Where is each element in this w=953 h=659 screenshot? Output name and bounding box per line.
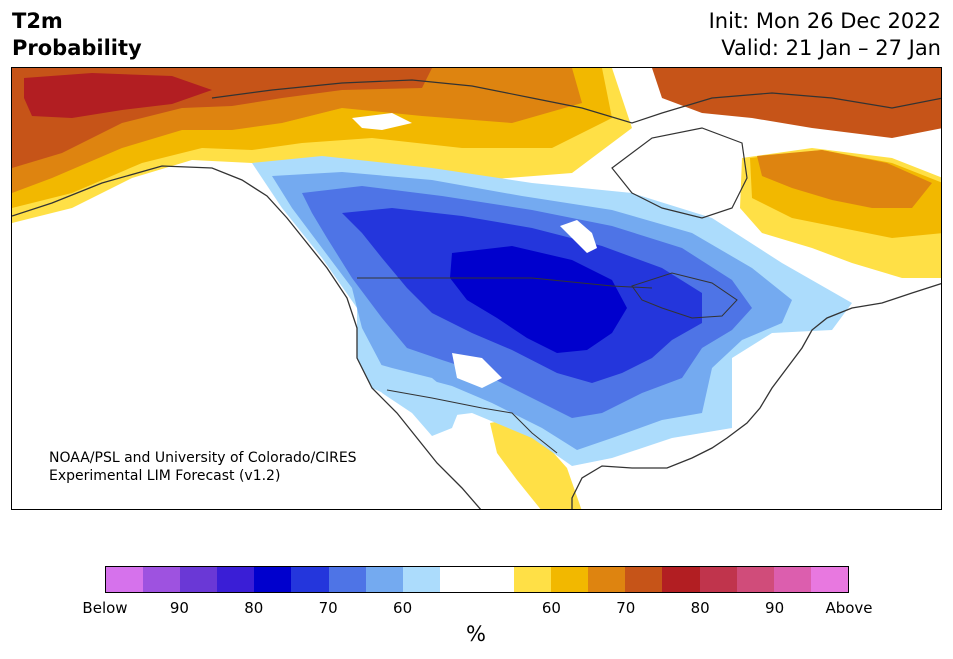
- warm-anomaly-north: [12, 68, 632, 223]
- credit-line-2: Experimental LIM Forecast (v1.2): [49, 468, 281, 484]
- init-date-label: Init: Mon 26 Dec 2022: [708, 9, 941, 33]
- colorbar: [105, 566, 849, 593]
- colorbar-tick-label: 90: [765, 599, 785, 617]
- warm-band-arctic-75: [652, 68, 941, 138]
- colorbar-cell: [625, 567, 663, 592]
- us-canada-border: [357, 277, 653, 289]
- colorbar-unit-label: %: [466, 622, 486, 646]
- colorbar-cell: [439, 567, 477, 592]
- colorbar-cell: [551, 567, 589, 592]
- white-gap-dakota: [560, 220, 597, 253]
- colorbar-tick-label: 80: [690, 599, 710, 617]
- hudson-bay: [611, 127, 748, 219]
- white-gap-hudson: [352, 113, 412, 130]
- title-line-2: Probability: [12, 36, 142, 60]
- colorbar-cell: [736, 567, 774, 592]
- colorbar-tick-label: 60: [541, 599, 561, 617]
- credit-text: NOAA/PSL and University of Colorado/CIRE…: [49, 449, 357, 485]
- arctic-coast: [211, 79, 941, 124]
- east-coast: [571, 282, 941, 509]
- cold-anomaly-southwest: [357, 358, 462, 436]
- colorbar-cell: [662, 567, 700, 592]
- colorbar-tick-label: 70: [616, 599, 636, 617]
- valid-date-label: Valid: 21 Jan – 27 Jan: [721, 36, 941, 60]
- forecast-dates: Init: Mon 26 Dec 2022 Valid: 21 Jan – 27…: [709, 8, 941, 62]
- colorbar-cell: [514, 567, 552, 592]
- warm-band-80: [24, 73, 212, 118]
- colorbar-cell: [291, 567, 329, 592]
- white-gap-sw: [452, 353, 502, 388]
- colorbar-cell: [773, 567, 811, 592]
- warm-anomaly-northeast: [652, 68, 941, 278]
- colorbar-cell: [699, 567, 737, 592]
- warm-anomaly-mexico: [490, 418, 582, 509]
- chart-title: T2m Probability: [12, 8, 142, 62]
- colorbar-cell: [402, 567, 440, 592]
- colorbar-cell: [254, 567, 292, 592]
- colorbar-cell: [365, 567, 403, 592]
- colorbar-tick-label: 90: [169, 599, 189, 617]
- warm-band-ne-70: [757, 150, 932, 208]
- colorbar-cell: [217, 567, 255, 592]
- title-line-1: T2m: [12, 9, 63, 33]
- colorbar-cell: [143, 567, 181, 592]
- colorbar-cell: [810, 567, 848, 592]
- colorbar-tick-label: 70: [318, 599, 338, 617]
- map-canvas: [12, 68, 941, 509]
- colorbar-tick-label: 80: [244, 599, 264, 617]
- colorbar-tick-label: Above: [825, 599, 873, 617]
- colorbar-cell: [476, 567, 515, 592]
- coastlines: [12, 79, 941, 509]
- colorbar-cell: [106, 567, 144, 592]
- colorbar-tick-label: 60: [393, 599, 413, 617]
- credit-line-1: NOAA/PSL and University of Colorado/CIRE…: [49, 450, 357, 466]
- forecast-map: [11, 67, 942, 510]
- colorbar-cell: [328, 567, 366, 592]
- great-lakes: [631, 272, 738, 319]
- us-mexico-border: [386, 389, 558, 454]
- colorbar-cell: [588, 567, 626, 592]
- colorbar-ticks: Below 90 80 70 60 60 70 80 90 Above: [82, 599, 872, 619]
- colorbar-tick-label: Below: [82, 599, 128, 617]
- west-coast: [12, 165, 482, 509]
- cold-band-80: [450, 246, 627, 353]
- colorbar-cell: [180, 567, 218, 592]
